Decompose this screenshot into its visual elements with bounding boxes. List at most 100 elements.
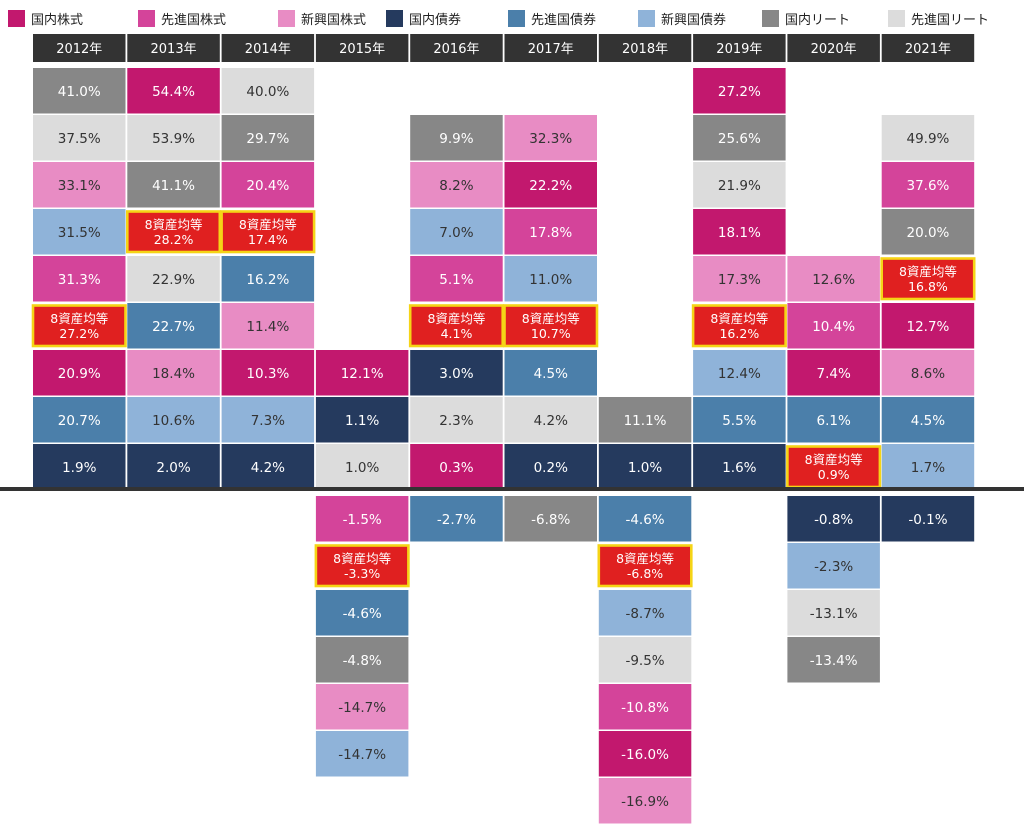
return-cell [598,684,692,730]
balanced-value: 10.7% [531,326,571,341]
year-header [221,34,315,62]
return-cell [221,350,315,396]
legend-label: 国内債券 [409,12,462,28]
return-cell [410,115,503,161]
return-value: -16.0% [621,747,669,763]
balanced-cell [314,544,410,588]
legend-item: 先進国債券 [508,8,596,28]
year-header [127,34,220,62]
return-value: 7.4% [816,366,850,382]
legend-item: 国内株式 [8,8,83,28]
balanced-label: 8資産均等 [239,217,297,232]
return-cell [410,162,503,208]
return-cell [33,68,126,114]
year-header [598,34,692,62]
year-header [787,34,880,62]
balanced-value: -3.3% [344,566,380,581]
return-cell [693,68,786,114]
return-value: 1.0% [628,460,662,476]
return-value: 17.8% [529,225,572,241]
return-value: 10.3% [246,366,289,382]
return-cell [127,350,220,396]
return-cell [33,115,126,161]
return-cell [410,496,503,542]
return-value: 49.9% [907,131,950,147]
return-cell [598,496,692,542]
return-value: 1.0% [345,460,379,476]
return-value: 22.2% [529,178,572,194]
return-cell [410,444,503,490]
return-cell [410,256,503,302]
return-cell [127,444,220,490]
return-value: 12.1% [341,366,384,382]
return-cell [787,350,880,396]
balanced-label: 8資産均等 [145,217,203,232]
year-label: 2017年 [528,42,574,57]
balanced-cell [408,304,505,348]
balanced-label: 8資産均等 [616,551,674,566]
balanced-cell [220,210,316,254]
return-value: -9.5% [625,653,664,669]
return-value: 40.0% [246,84,289,100]
return-cell [598,637,692,683]
return-cell [221,162,315,208]
balanced-label: 8資産均等 [805,452,863,467]
balanced-label: 8資産均等 [522,311,580,326]
return-cell [881,303,975,349]
return-cell [221,397,315,443]
return-cell [504,256,597,302]
return-value: -1.5% [343,512,382,528]
balanced-label: 8資産均等 [899,264,957,279]
legend-item: 先進国株式 [138,8,226,28]
return-value: 37.6% [907,178,950,194]
return-cell [881,444,975,490]
balanced-cell [126,210,222,254]
return-cell [315,350,409,396]
return-value: -4.6% [343,606,382,622]
return-cell [33,209,126,255]
return-value: 4.2% [251,460,285,476]
return-cell [221,115,315,161]
return-value: 12.6% [812,272,855,288]
return-cell [315,397,409,443]
return-value: 54.4% [152,84,195,100]
return-value: -4.6% [625,512,664,528]
return-value: 16.2% [246,272,289,288]
return-cell [410,350,503,396]
year-label: 2015年 [339,42,385,57]
return-value: -8.7% [625,606,664,622]
return-cell [693,162,786,208]
return-value: -2.3% [814,559,853,575]
return-value: -2.7% [437,512,476,528]
return-cell [33,256,126,302]
return-cell [504,162,597,208]
return-value: 0.3% [439,460,473,476]
return-cell [221,303,315,349]
return-cell [33,444,126,490]
legend-item: 新興国株式 [278,8,366,28]
return-cell [693,256,786,302]
return-cell [221,68,315,114]
return-cell [504,115,597,161]
return-value: 3.0% [439,366,473,382]
return-cell [410,397,503,443]
return-cell [127,115,220,161]
return-value: 8.2% [439,178,473,194]
return-value: 7.3% [251,413,285,429]
return-cell [693,350,786,396]
return-value: -4.8% [343,653,382,669]
return-value: 53.9% [152,131,195,147]
legend-item: 国内リート [762,8,850,28]
return-value: 5.1% [439,272,473,288]
return-value: 41.1% [152,178,195,194]
return-cell [881,350,975,396]
legend-swatch [508,9,525,27]
balanced-cell [31,304,127,348]
balanced-cell [503,304,599,348]
return-value: 41.0% [58,84,101,100]
return-cell [315,637,409,683]
return-cell [787,637,880,683]
balanced-value: 28.2% [154,232,194,247]
return-value: 1.9% [62,460,96,476]
return-value: 5.5% [722,413,756,429]
